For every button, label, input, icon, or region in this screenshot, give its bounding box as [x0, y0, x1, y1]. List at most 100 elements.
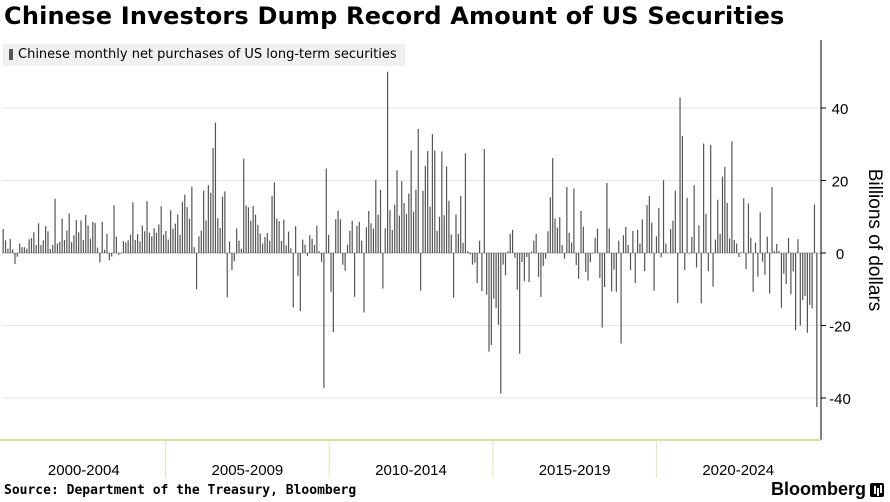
bar [424, 166, 426, 253]
bar [394, 204, 396, 253]
bar [240, 248, 242, 253]
bar [172, 228, 174, 253]
bar [386, 71, 389, 253]
bar [203, 190, 205, 253]
bar [691, 237, 693, 253]
bar [408, 193, 410, 253]
bar [144, 231, 146, 253]
bar [377, 214, 379, 253]
bar [530, 251, 533, 253]
bar [318, 251, 320, 253]
bar [14, 253, 16, 264]
bar [594, 237, 596, 253]
bar [596, 228, 599, 253]
bar [611, 253, 613, 292]
bar [514, 253, 516, 258]
bar [132, 202, 134, 253]
bar [287, 231, 290, 253]
bar [486, 253, 488, 295]
bar [259, 233, 261, 253]
bar [379, 189, 382, 253]
bar [792, 253, 794, 272]
bar [599, 253, 601, 279]
bar [56, 243, 59, 253]
bar [535, 233, 537, 253]
bar [370, 223, 372, 253]
bar [627, 245, 629, 253]
bar [19, 243, 21, 253]
bar [721, 176, 724, 253]
bar [356, 225, 358, 253]
bar [667, 252, 669, 254]
bar [481, 253, 483, 292]
bar [563, 253, 566, 259]
bar [799, 253, 801, 326]
bar [738, 253, 740, 257]
bar [328, 234, 330, 253]
bar [790, 253, 792, 295]
bar [728, 238, 731, 253]
bar [339, 219, 342, 253]
bar [344, 253, 346, 271]
y-tick-label: -20 [829, 319, 851, 336]
bar [601, 253, 603, 328]
bar [26, 248, 28, 253]
bar [134, 239, 136, 253]
y-tick-label: -40 [829, 391, 851, 408]
bar [783, 253, 785, 274]
bar [778, 251, 780, 253]
bar [16, 253, 18, 257]
bar [743, 198, 745, 253]
bar [467, 251, 469, 253]
bar [771, 187, 773, 253]
bar [705, 213, 707, 253]
bar [342, 253, 344, 265]
bar [714, 239, 717, 253]
bar [23, 247, 26, 253]
bar [365, 227, 367, 253]
bar [198, 236, 200, 253]
bar [561, 245, 563, 253]
x-period-label: 2000-2004 [48, 462, 120, 479]
bar [773, 251, 775, 253]
bar [573, 188, 575, 253]
bar [570, 242, 573, 253]
bar [205, 220, 207, 253]
bar [672, 220, 674, 253]
bar [325, 168, 327, 253]
bar [434, 150, 436, 253]
bar [632, 230, 634, 253]
bar [717, 199, 719, 253]
bar [585, 253, 587, 272]
bar [537, 253, 540, 277]
bar [101, 221, 103, 253]
bar [549, 197, 551, 253]
bar [587, 253, 589, 281]
bar [568, 232, 570, 253]
bar [184, 194, 186, 253]
bar [620, 253, 622, 344]
bar [686, 197, 688, 253]
bar [608, 228, 610, 253]
bar [302, 239, 304, 253]
bar [332, 253, 334, 333]
bar [497, 253, 500, 325]
bar [511, 229, 514, 253]
bar [764, 253, 766, 275]
bar [12, 249, 14, 253]
bar [28, 239, 30, 253]
bar [488, 253, 490, 352]
bar [2, 229, 4, 253]
bar [276, 218, 278, 253]
bar [469, 253, 471, 255]
bar [547, 231, 549, 253]
bar [285, 245, 287, 253]
bar [42, 240, 44, 253]
bar [766, 236, 768, 253]
bar [236, 228, 238, 253]
bar [504, 253, 507, 276]
bar [273, 182, 275, 253]
bar [752, 253, 754, 292]
bar [540, 253, 542, 297]
bar [493, 253, 495, 299]
